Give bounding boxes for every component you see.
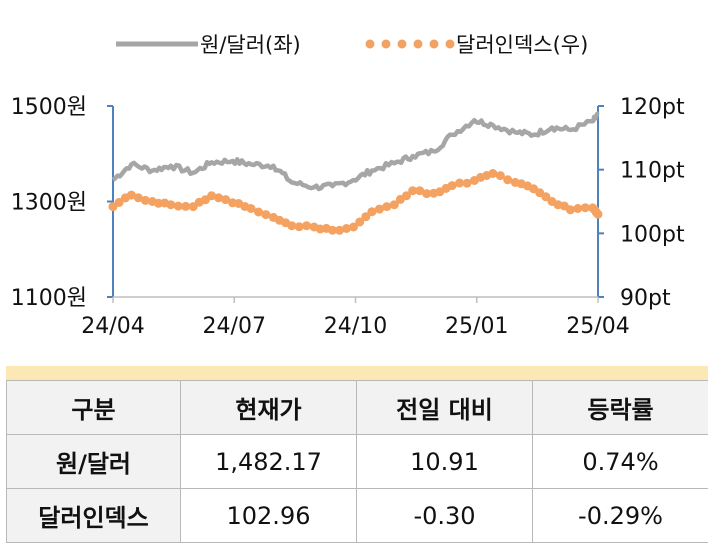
krw-usd-line bbox=[111, 111, 600, 192]
dollar-index-point bbox=[565, 205, 575, 215]
x-tick-label: 24/07 bbox=[203, 314, 266, 339]
table-row: 원/달러 1,482.17 10.91 0.74% bbox=[6, 434, 708, 489]
dollar-index-point bbox=[355, 217, 365, 227]
table-header-row: 구분 현재가 전일 대비 등락률 bbox=[6, 380, 708, 435]
left-y-tick-label: 1500원 bbox=[11, 95, 87, 120]
dollar-index-point bbox=[246, 204, 256, 213]
krw-usd-change-rate: 0.74% bbox=[532, 434, 708, 489]
dollar-index-point bbox=[389, 200, 399, 210]
dollar-index-point bbox=[447, 181, 457, 191]
header-current-price: 현재가 bbox=[180, 380, 357, 435]
dollar-index-point bbox=[593, 209, 603, 219]
header-category: 구분 bbox=[6, 380, 181, 435]
header-day-change: 전일 대비 bbox=[356, 380, 533, 435]
dollar-index-point bbox=[415, 186, 425, 196]
dollar-index-point bbox=[374, 204, 384, 214]
dollar-index-point bbox=[408, 186, 418, 196]
dollar-index-current-price: 102.96 bbox=[180, 488, 357, 543]
dollar-index-point bbox=[173, 201, 183, 211]
dollar-index-point bbox=[335, 225, 344, 235]
krw-usd-day-change: 10.91 bbox=[356, 434, 533, 489]
dollar-index-point bbox=[503, 175, 513, 185]
dollar-index-point bbox=[181, 201, 191, 211]
dollar-index-change-rate: -0.29% bbox=[532, 488, 708, 543]
row-label-dollar-index: 달러인덱스 bbox=[6, 488, 181, 543]
dollar-index-point bbox=[495, 171, 505, 181]
dollar-index-point bbox=[254, 207, 263, 217]
left-y-tick-label: 1300원 bbox=[11, 191, 87, 216]
dollar-index-point bbox=[302, 221, 312, 231]
dollar-index-point bbox=[402, 191, 411, 201]
right-y-tick-label: 120pt bbox=[620, 95, 685, 120]
quote-table: 구분 현재가 전일 대비 등락률 원/달러 1,482.17 10.91 0.7… bbox=[6, 380, 708, 543]
dollar-index-point bbox=[126, 190, 136, 200]
dollar-index-point bbox=[462, 178, 472, 188]
right-y-tick-label: 100pt bbox=[620, 222, 685, 247]
dollar-index-point bbox=[221, 195, 231, 205]
x-tick-label: 25/04 bbox=[566, 314, 629, 339]
header-change-rate: 등락률 bbox=[532, 380, 708, 435]
legend-label-krw-usd: 원/달러(좌) bbox=[200, 33, 301, 57]
dollar-index-point bbox=[294, 222, 304, 232]
row-label-krw-usd: 원/달러 bbox=[6, 434, 181, 489]
dollar-index-point bbox=[133, 193, 143, 203]
dollar-index-point bbox=[367, 207, 377, 217]
dollar-index-point bbox=[541, 192, 551, 202]
dollar-index-point bbox=[361, 212, 371, 222]
legend-label-dollar-index: 달러인덱스(우) bbox=[456, 33, 588, 57]
right-y-tick-label: 90pt bbox=[620, 286, 671, 311]
dollar-index-point bbox=[261, 210, 271, 220]
chart-legend: 원/달러(좌) 달러인덱스(우) bbox=[116, 33, 588, 57]
dollar-index-point bbox=[140, 195, 150, 205]
left-y-tick-label: 1100원 bbox=[11, 286, 87, 311]
quote-table-section: 구분 현재가 전일 대비 등락률 원/달러 1,482.17 10.91 0.7… bbox=[0, 366, 708, 544]
dollar-index-point bbox=[349, 222, 358, 232]
x-tick-label: 24/04 bbox=[81, 314, 144, 339]
dollar-index-point bbox=[573, 204, 583, 213]
dollar-index-point bbox=[422, 189, 432, 199]
dollar-index-point bbox=[207, 191, 217, 201]
dollar-index-point bbox=[382, 202, 392, 212]
dollar-index-day-change: -0.30 bbox=[356, 488, 533, 543]
dollar-index-point bbox=[287, 221, 297, 231]
right-y-tick-label: 110pt bbox=[620, 159, 685, 184]
krw-usd-current-price: 1,482.17 bbox=[180, 434, 357, 489]
table-top-band bbox=[6, 366, 708, 380]
table-row: 달러인덱스 102.96 -0.30 -0.29% bbox=[6, 488, 708, 543]
legend-swatch-dollar-index bbox=[365, 39, 455, 49]
x-tick-label: 24/10 bbox=[324, 314, 387, 339]
dollar-index-point bbox=[580, 203, 590, 213]
dollar-index-point bbox=[214, 193, 224, 203]
dollar-index-point bbox=[166, 200, 176, 210]
dollar-index-point bbox=[342, 224, 351, 233]
dollar-index-point bbox=[114, 197, 124, 207]
dollar-index-point bbox=[328, 225, 337, 235]
dollar-index-point bbox=[455, 178, 465, 188]
x-tick-label: 25/01 bbox=[445, 314, 508, 339]
dollar-index-point bbox=[488, 169, 498, 178]
exchange-rate-chart: 원/달러(좌) 달러인덱스(우) 1500원 1300원 1100원 120pt 110… bbox=[11, 33, 685, 339]
